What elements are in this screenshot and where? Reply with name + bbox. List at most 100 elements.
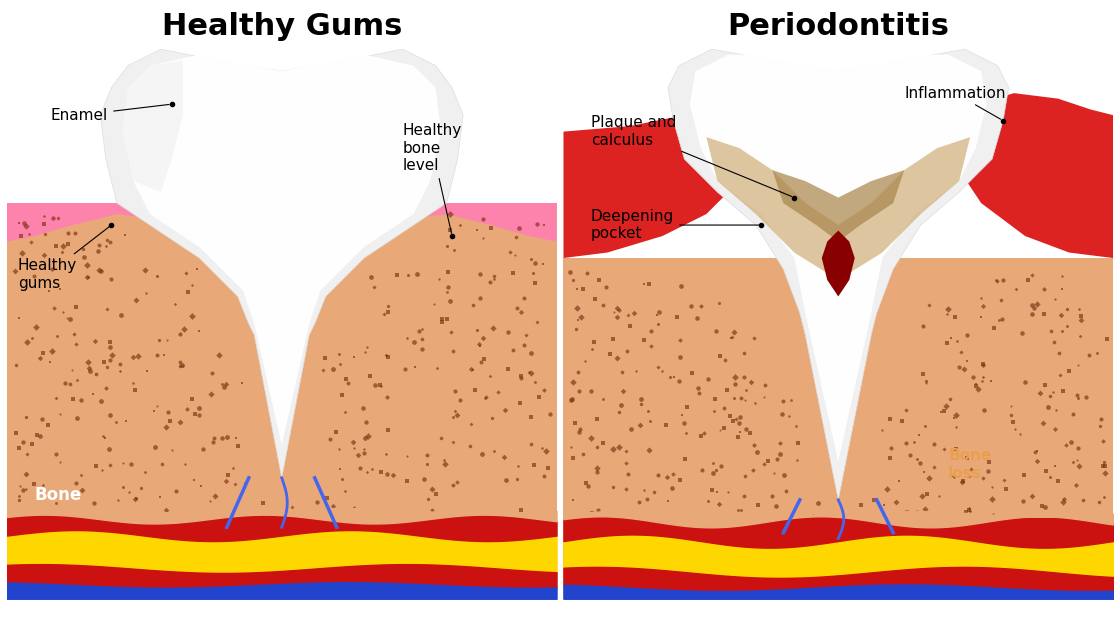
Point — [137, 265, 155, 275]
Point — [82, 366, 100, 376]
Point — [217, 432, 235, 442]
Point — [202, 389, 220, 399]
Point — [1023, 309, 1040, 319]
Point — [948, 422, 965, 432]
Point — [916, 421, 934, 431]
Point — [852, 500, 870, 510]
Point — [510, 223, 528, 233]
Point — [10, 495, 28, 505]
Point — [1045, 387, 1063, 397]
Point — [127, 386, 144, 396]
Point — [1057, 321, 1075, 331]
Point — [407, 362, 424, 372]
Point — [1064, 457, 1082, 467]
Point — [226, 479, 244, 490]
Point — [588, 414, 606, 424]
Point — [512, 371, 530, 381]
Point — [604, 334, 622, 344]
Point — [1040, 471, 1058, 481]
Point — [1053, 326, 1071, 336]
Point — [635, 485, 653, 495]
Point — [590, 275, 608, 285]
Point — [35, 210, 53, 220]
Point — [765, 468, 783, 478]
Point — [27, 322, 45, 332]
Point — [206, 491, 224, 501]
Point — [743, 377, 760, 387]
Point — [756, 392, 774, 402]
Point — [48, 331, 66, 341]
Point — [58, 228, 76, 238]
Point — [643, 341, 661, 351]
Point — [67, 478, 85, 488]
Point — [650, 307, 668, 318]
Point — [506, 250, 524, 260]
Point — [690, 388, 708, 398]
Point — [189, 326, 207, 336]
Point — [430, 274, 448, 284]
Point — [740, 428, 758, 438]
Point — [1053, 310, 1071, 320]
Point — [380, 352, 398, 362]
Point — [427, 490, 445, 500]
Point — [983, 495, 1001, 505]
Point — [451, 220, 469, 230]
Point — [726, 372, 744, 382]
Point — [625, 308, 643, 318]
Point — [507, 302, 525, 312]
Point — [622, 423, 640, 433]
Point — [157, 505, 175, 515]
Point — [178, 404, 196, 414]
Point — [183, 311, 200, 321]
Point — [127, 294, 144, 304]
Point — [39, 420, 57, 430]
Point — [17, 469, 35, 479]
Point — [65, 329, 83, 339]
Point — [413, 333, 431, 343]
Point — [321, 434, 339, 444]
Point — [932, 407, 950, 417]
Point — [619, 310, 637, 320]
Point — [495, 452, 513, 462]
Point — [118, 416, 136, 426]
Point — [1002, 401, 1020, 411]
Point — [767, 501, 785, 512]
Point — [704, 467, 722, 478]
Point — [973, 375, 991, 386]
Point — [485, 271, 503, 281]
Point — [563, 394, 581, 404]
Point — [1091, 421, 1109, 432]
Point — [582, 386, 600, 396]
Polygon shape — [563, 115, 739, 258]
Point — [635, 335, 653, 345]
Point — [538, 445, 556, 455]
Point — [917, 375, 935, 386]
Polygon shape — [690, 55, 987, 461]
Point — [1001, 410, 1019, 420]
Point — [354, 403, 372, 413]
Point — [585, 337, 603, 347]
Point — [424, 299, 442, 309]
Point — [482, 222, 500, 232]
Point — [1070, 444, 1088, 454]
Point — [92, 266, 110, 276]
Point — [1047, 404, 1065, 415]
Point — [17, 484, 35, 494]
Point — [1090, 496, 1108, 507]
Point — [725, 393, 743, 403]
Point — [114, 483, 132, 493]
Point — [114, 513, 132, 524]
Point — [476, 392, 494, 403]
Polygon shape — [668, 49, 1009, 500]
Point — [211, 350, 228, 360]
Point — [759, 455, 777, 466]
Point — [674, 418, 692, 428]
Point — [940, 304, 958, 314]
Point — [1070, 461, 1088, 471]
Point — [17, 220, 35, 231]
Point — [908, 454, 926, 464]
Point — [62, 379, 80, 389]
Point — [441, 295, 459, 306]
Point — [1034, 418, 1052, 428]
Point — [418, 459, 436, 469]
